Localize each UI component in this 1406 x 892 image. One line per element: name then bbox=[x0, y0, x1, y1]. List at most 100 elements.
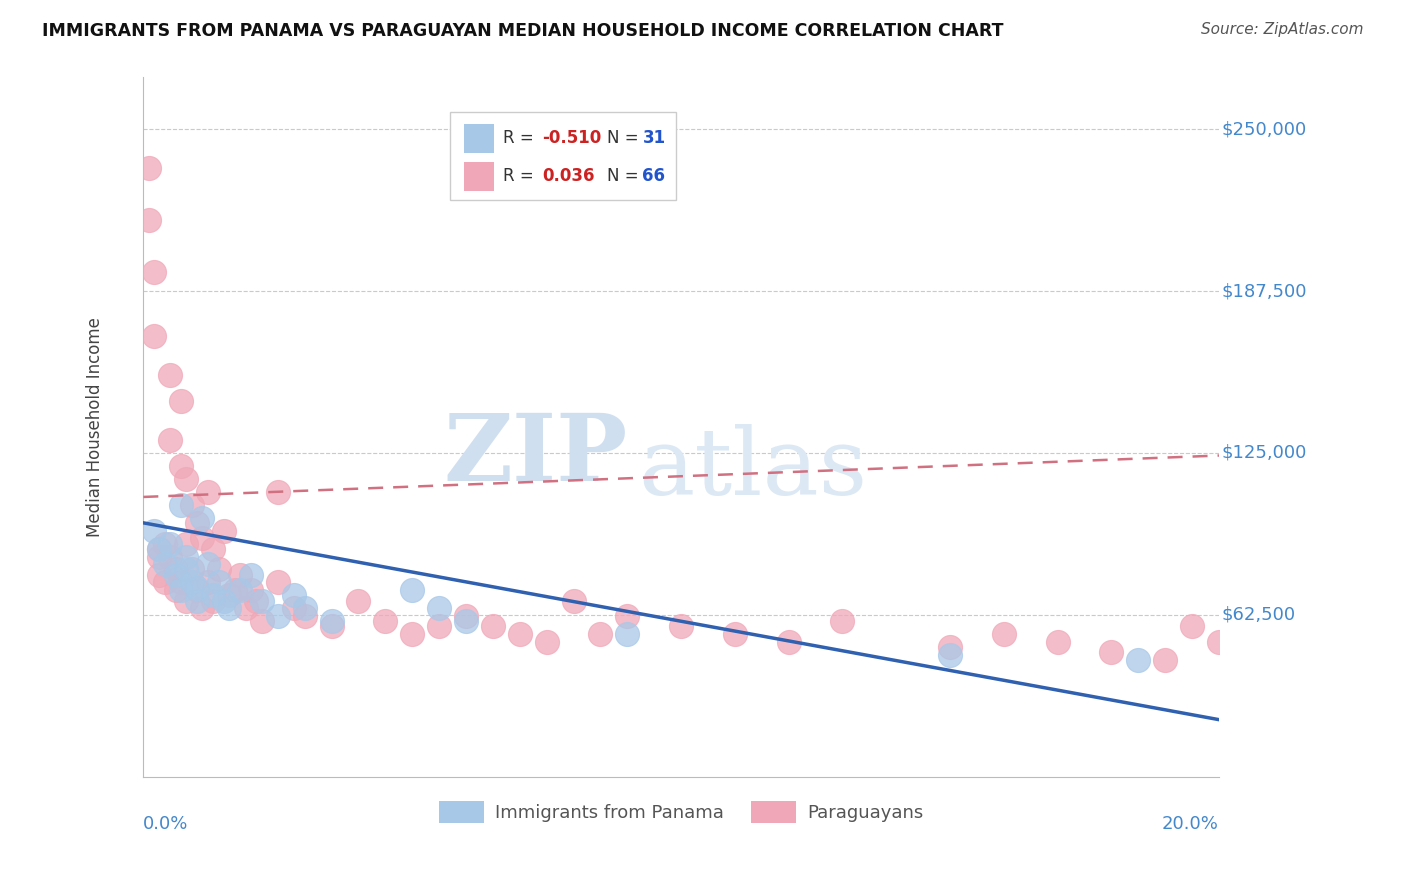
Point bbox=[616, 627, 638, 641]
Point bbox=[1181, 619, 1204, 633]
Text: $250,000: $250,000 bbox=[1222, 120, 1306, 138]
Point bbox=[176, 549, 198, 564]
Point bbox=[197, 558, 219, 572]
Text: Median Household Income: Median Household Income bbox=[86, 317, 104, 537]
Point bbox=[180, 498, 202, 512]
Point bbox=[427, 619, 450, 633]
Point bbox=[197, 484, 219, 499]
Text: 66: 66 bbox=[643, 167, 665, 186]
Point bbox=[159, 536, 181, 550]
Point bbox=[589, 627, 612, 641]
FancyBboxPatch shape bbox=[464, 124, 494, 153]
Point bbox=[218, 601, 240, 615]
Point bbox=[186, 516, 208, 530]
Point bbox=[267, 609, 290, 624]
Point bbox=[229, 583, 252, 598]
Point bbox=[148, 567, 170, 582]
Point bbox=[186, 593, 208, 607]
Text: ZIP: ZIP bbox=[443, 410, 627, 500]
Point bbox=[212, 593, 235, 607]
Point bbox=[1046, 635, 1069, 649]
Point bbox=[202, 593, 225, 607]
Point bbox=[170, 583, 193, 598]
Point bbox=[374, 614, 396, 628]
Point bbox=[1208, 635, 1230, 649]
Point bbox=[176, 472, 198, 486]
Point bbox=[159, 433, 181, 447]
Text: $125,000: $125,000 bbox=[1222, 444, 1306, 462]
Text: R =: R = bbox=[502, 167, 538, 186]
Point bbox=[283, 601, 305, 615]
Point bbox=[218, 588, 240, 602]
Point bbox=[186, 583, 208, 598]
Point bbox=[235, 601, 257, 615]
Point bbox=[170, 498, 193, 512]
Point bbox=[153, 536, 176, 550]
Point bbox=[1154, 653, 1177, 667]
Point bbox=[1128, 653, 1150, 667]
Point bbox=[186, 581, 208, 595]
Point bbox=[180, 562, 202, 576]
Point bbox=[207, 562, 229, 576]
Point bbox=[454, 614, 477, 628]
Point bbox=[165, 562, 187, 576]
Point bbox=[427, 601, 450, 615]
FancyBboxPatch shape bbox=[450, 112, 676, 200]
Point bbox=[165, 567, 187, 582]
Point bbox=[176, 593, 198, 607]
Point bbox=[153, 575, 176, 590]
Point bbox=[1099, 645, 1122, 659]
FancyBboxPatch shape bbox=[464, 161, 494, 191]
Point bbox=[536, 635, 558, 649]
Text: atlas: atlas bbox=[638, 424, 868, 514]
Point bbox=[321, 619, 343, 633]
Point bbox=[939, 640, 962, 654]
Point bbox=[831, 614, 853, 628]
Point bbox=[212, 524, 235, 538]
Point bbox=[170, 394, 193, 409]
Text: 0.0%: 0.0% bbox=[143, 815, 188, 833]
Point bbox=[509, 627, 531, 641]
Point bbox=[197, 575, 219, 590]
Point bbox=[993, 627, 1015, 641]
Point bbox=[321, 614, 343, 628]
Point bbox=[180, 575, 202, 590]
Point bbox=[562, 593, 585, 607]
Point bbox=[239, 583, 262, 598]
Point bbox=[267, 484, 290, 499]
Point bbox=[482, 619, 505, 633]
Point bbox=[347, 593, 370, 607]
Point bbox=[207, 575, 229, 590]
Point bbox=[778, 635, 800, 649]
Point bbox=[143, 265, 166, 279]
Point bbox=[159, 368, 181, 383]
Point bbox=[176, 536, 198, 550]
Point bbox=[143, 329, 166, 343]
Point bbox=[148, 541, 170, 556]
Point bbox=[148, 541, 170, 556]
Text: IMMIGRANTS FROM PANAMA VS PARAGUAYAN MEDIAN HOUSEHOLD INCOME CORRELATION CHART: IMMIGRANTS FROM PANAMA VS PARAGUAYAN MED… bbox=[42, 22, 1004, 40]
Point bbox=[229, 567, 252, 582]
Point bbox=[239, 567, 262, 582]
Point bbox=[294, 601, 316, 615]
Legend: Immigrants from Panama, Paraguayans: Immigrants from Panama, Paraguayans bbox=[432, 794, 931, 830]
Text: 31: 31 bbox=[643, 129, 665, 147]
Text: $187,500: $187,500 bbox=[1222, 282, 1306, 300]
Point bbox=[165, 583, 187, 598]
Point bbox=[191, 510, 214, 524]
Point bbox=[148, 549, 170, 564]
Point bbox=[939, 648, 962, 662]
Point bbox=[283, 588, 305, 602]
Text: N =: N = bbox=[607, 167, 644, 186]
Text: 20.0%: 20.0% bbox=[1163, 815, 1219, 833]
Point bbox=[143, 524, 166, 538]
Point bbox=[159, 549, 181, 564]
Point bbox=[224, 583, 246, 598]
Point bbox=[138, 161, 160, 175]
Point bbox=[401, 627, 423, 641]
Point bbox=[153, 558, 176, 572]
Point bbox=[191, 601, 214, 615]
Point bbox=[202, 588, 225, 602]
Text: R =: R = bbox=[502, 129, 538, 147]
Point bbox=[401, 583, 423, 598]
